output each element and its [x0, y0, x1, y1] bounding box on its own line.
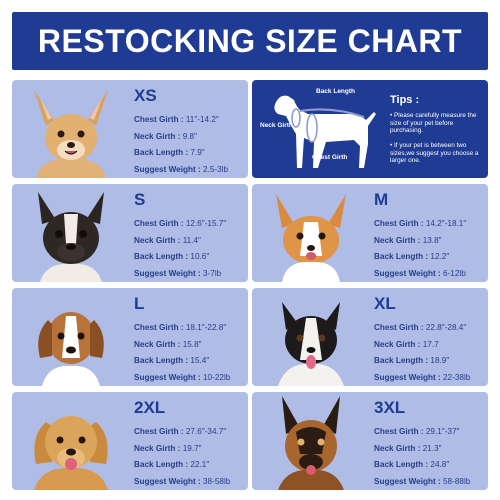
suggest-weight-row: Suggest Weight : 3-7lb — [134, 268, 222, 278]
neck-girth-label: Neck Girth — [260, 122, 293, 129]
back-length-row: Back Length : 24.8" — [374, 460, 450, 469]
corgi-photo — [252, 184, 370, 282]
neck-girth-row: Neck Girth : 13.8" — [374, 235, 442, 245]
tips-title: Tips : — [390, 94, 420, 106]
chest-girth-row: Chest Girth : 12.6"-15.7" — [134, 219, 227, 228]
golden-retriever-photo — [12, 392, 130, 490]
size-card-l: L Chest Girth : 18.1"-22.8" Neck Girth :… — [12, 288, 248, 386]
size-label: 2XL — [134, 398, 166, 417]
back-length-row: Back Length : 10.6" — [134, 252, 210, 261]
size-card-xl: XL Chest Girth : 22.8"-28.4" Neck Girth … — [252, 288, 488, 386]
tip-item: • If your pet is between two sizes,we su… — [390, 142, 479, 164]
size-label: L — [134, 294, 145, 313]
size-card-m: M Chest Girth : 14.2"-18.1" Neck Girth :… — [252, 184, 488, 282]
chest-girth-label: Chest Girth — [312, 154, 348, 161]
suggest-weight-row: Suggest Weight : 38-58lb — [134, 476, 231, 486]
size-card-2xl: 2XL Chest Girth : 27.6"-34.7" Neck Girth… — [12, 392, 248, 490]
german-shepherd-photo — [252, 392, 370, 490]
size-label: 3XL — [374, 398, 406, 417]
border-collie-photo — [252, 288, 370, 386]
chest-girth-row: Chest Girth : 11"-14.2" — [134, 115, 219, 124]
neck-girth-row: Neck Girth : 11.4" — [134, 235, 201, 245]
french-bulldog-photo — [12, 184, 130, 282]
neck-girth-row: Neck Girth : 9.8" — [134, 131, 197, 141]
back-length-label: Back Length — [316, 88, 356, 95]
size-label: M — [374, 190, 389, 209]
neck-girth-row: Neck Girth : 17.7 — [374, 339, 439, 349]
page-title: RESTOCKING SIZE CHART — [37, 22, 463, 59]
measurement-diagram — [274, 95, 376, 168]
size-label: S — [134, 190, 146, 209]
neck-girth-row: Neck Girth : 21.3" — [374, 443, 442, 453]
neck-girth-row: Neck Girth : 15.8" — [134, 339, 202, 349]
suggest-weight-row: Suggest Weight : 58-88lb — [374, 476, 471, 486]
beagle-photo — [12, 288, 130, 386]
tip-item: • Please carefully measure the size of y… — [390, 112, 477, 134]
tips-card: Back Length Neck Girth Chest Girth Tips … — [252, 80, 488, 178]
back-length-row: Back Length : 15.4" — [134, 356, 210, 365]
suggest-weight-row: Suggest Weight : 10-22lb — [134, 372, 231, 382]
neck-girth-row: Neck Girth : 19.7" — [134, 443, 202, 453]
size-label: XL — [374, 294, 396, 313]
back-length-row: Back Length : 12.2" — [374, 252, 450, 261]
suggest-weight-row: Suggest Weight : 2.5-3lb — [134, 164, 229, 174]
size-label: XS — [134, 86, 157, 105]
chest-girth-row: Chest Girth : 27.6"-34.7" — [134, 427, 227, 436]
chihuahua-photo — [12, 80, 130, 178]
chest-girth-row: Chest Girth : 22.8"-28.4" — [374, 323, 467, 332]
size-card-xs: XS Chest Girth : 11"-14.2" Neck Girth : … — [12, 80, 248, 178]
back-length-row: Back Length : 7.9" — [134, 148, 205, 157]
chest-girth-row: Chest Girth : 14.2"-18.1" — [374, 219, 467, 228]
suggest-weight-row: Suggest Weight : 22-38lb — [374, 372, 471, 382]
chest-girth-row: Chest Girth : 18.1"-22.8" — [134, 323, 227, 332]
chest-girth-row: Chest Girth : 29.1"-37" — [374, 427, 460, 436]
back-length-row: Back Length : 18.9" — [374, 356, 450, 365]
title-banner: RESTOCKING SIZE CHART — [12, 12, 488, 70]
suggest-weight-row: Suggest Weight : 6-12lb — [374, 268, 466, 278]
size-card-s: S Chest Girth : 12.6"-15.7" Neck Girth :… — [12, 184, 248, 282]
back-length-row: Back Length : 22.1" — [134, 460, 210, 469]
size-card-3xl: 3XL Chest Girth : 29.1"-37" Neck Girth :… — [252, 392, 488, 490]
